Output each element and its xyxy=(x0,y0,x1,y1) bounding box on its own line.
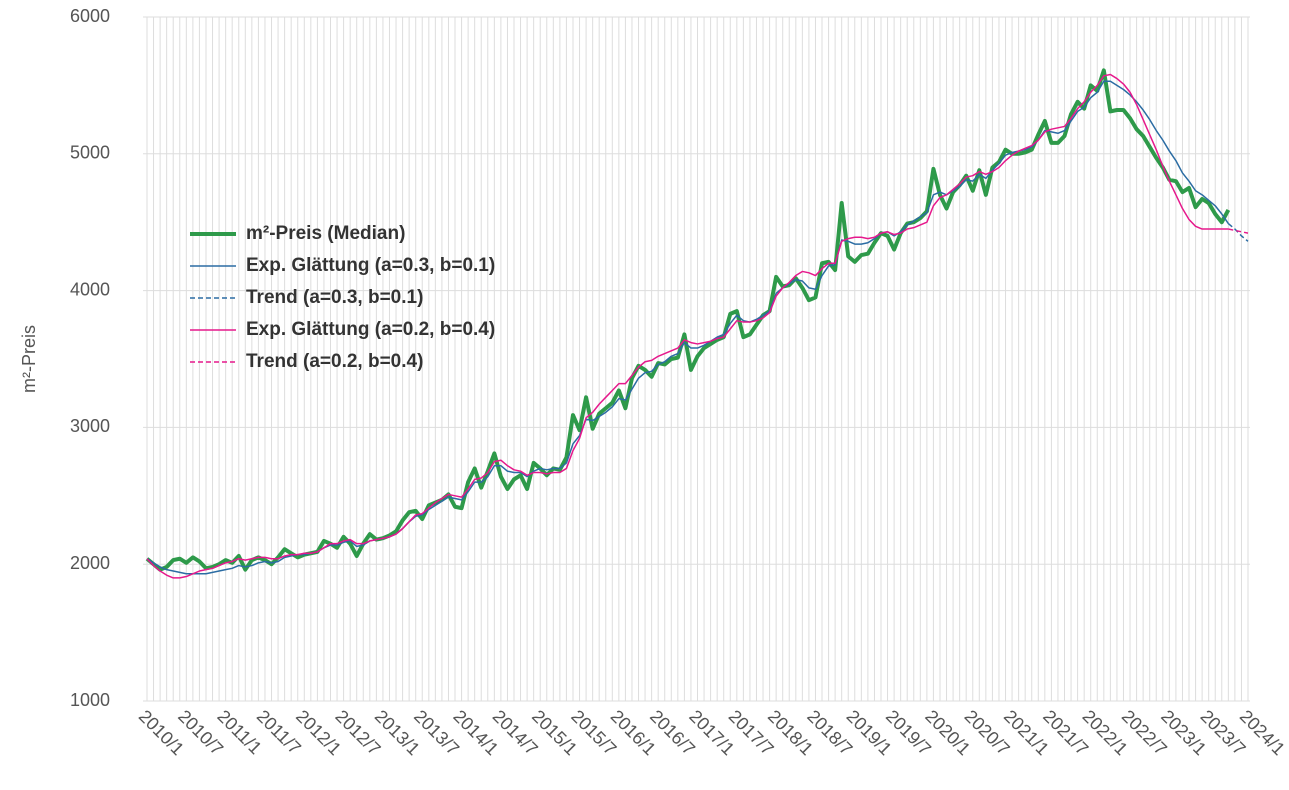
legend-label: Trend (a=0.3, b=0.1) xyxy=(246,287,423,308)
y-tick-label: 6000 xyxy=(70,6,110,26)
y-tick-label: 2000 xyxy=(70,553,110,573)
y-tick-label: 3000 xyxy=(70,416,110,436)
y-tick-label: 5000 xyxy=(70,143,110,163)
legend-label: Exp. Glättung (a=0.2, b=0.4) xyxy=(246,319,495,340)
y-tick-label: 1000 xyxy=(70,690,110,710)
x-tick-label: 2024/1 xyxy=(1236,706,1289,759)
legend-label: m²-Preis (Median) xyxy=(246,223,405,244)
legend-label: Exp. Glättung (a=0.3, b=0.1) xyxy=(246,255,495,276)
series-line xyxy=(1227,222,1249,242)
y-tick-label: 4000 xyxy=(70,279,110,299)
legend-label: Trend (a=0.2, b=0.4) xyxy=(246,351,423,372)
series-line xyxy=(1228,228,1249,234)
series-line xyxy=(146,73,1229,579)
y-axis-label: m²-Preis xyxy=(19,325,39,393)
